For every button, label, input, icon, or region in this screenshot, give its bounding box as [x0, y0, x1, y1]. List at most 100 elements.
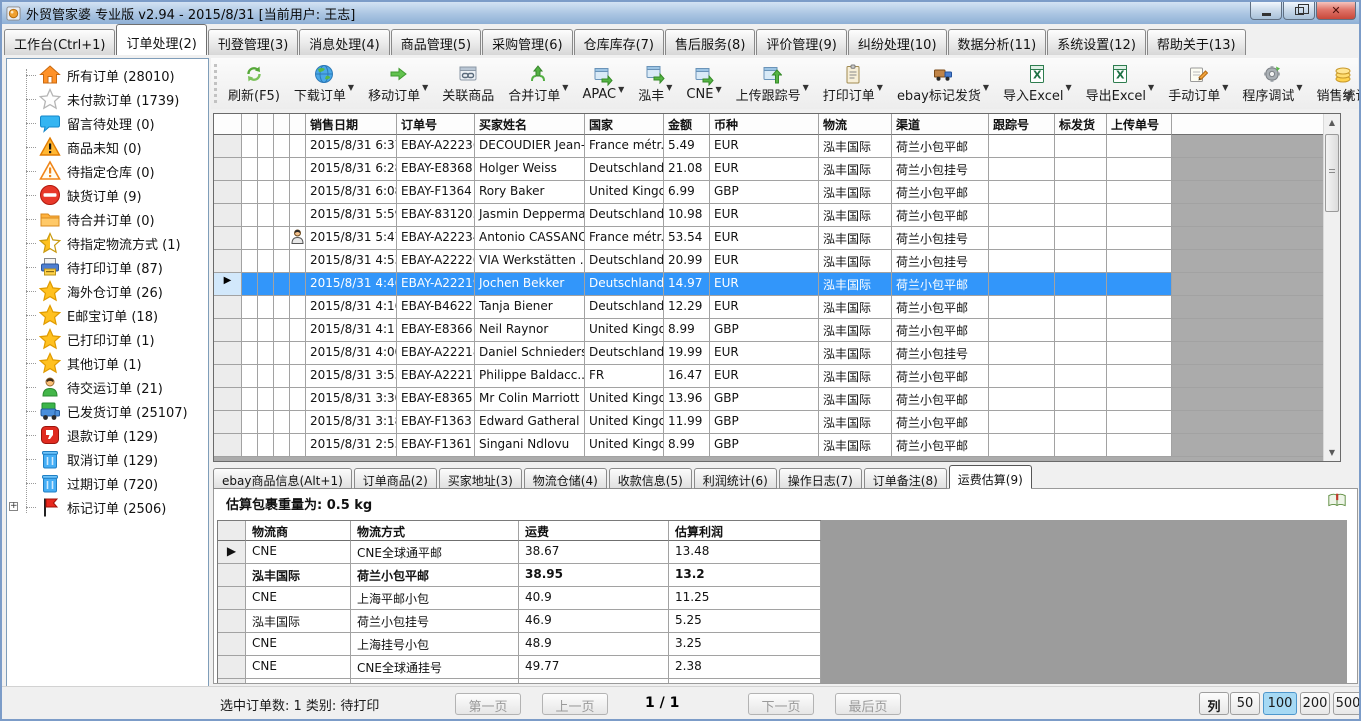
- sidebar-item[interactable]: + 标记订单 (2506): [7, 495, 208, 519]
- orders-column-header[interactable]: 上传单号: [1107, 114, 1172, 135]
- menu-tab-9[interactable]: 评价管理(9): [756, 29, 847, 55]
- toolbar-overflow-icon[interactable]: ▼: [1345, 92, 1352, 104]
- menu-tab-11[interactable]: 数据分析(11): [947, 29, 1047, 55]
- detail-tab-3[interactable]: 买家地址(3): [438, 468, 522, 489]
- column-settings-button[interactable]: 列: [1199, 692, 1229, 715]
- dropdown-arrow-icon[interactable]: ▼: [666, 83, 673, 92]
- freight-row[interactable]: 泓丰国际 荷兰小包挂号 46.9 5.25: [218, 610, 821, 633]
- dropdown-arrow-icon[interactable]: ▼: [715, 85, 722, 94]
- prev-page-button[interactable]: 上一页: [542, 693, 608, 715]
- detail-tab-1[interactable]: ebay商品信息(Alt+1): [213, 468, 352, 489]
- freight-row[interactable]: 泓丰国际 荷兰小包平邮 38.95 13.2: [218, 564, 821, 587]
- orders-column-header[interactable]: 币种: [710, 114, 819, 135]
- dropdown-arrow-icon[interactable]: ▼: [876, 83, 883, 92]
- sidebar-item[interactable]: 过期订单 (720): [7, 471, 208, 495]
- table-row[interactable]: 2015/8/31 4:11 EBAY-E8366 Neil Raynor Unite…: [214, 319, 1325, 342]
- sidebar-item[interactable]: 待合并订单 (0): [7, 207, 208, 231]
- sidebar-item[interactable]: 海外仓订单 (26): [7, 279, 208, 303]
- toolbar-button-12[interactable]: X 导入Excel ▼: [996, 61, 1079, 106]
- table-row[interactable]: 2015/8/31 6:37 EBAY-A22236 DECOUDIER Jean-…: [214, 135, 1325, 158]
- detail-tab-5[interactable]: 收款信息(5): [608, 468, 692, 489]
- freight-row[interactable]: ▶ CNE CNE全球通平邮 38.67 13.48: [218, 541, 821, 564]
- sidebar-item[interactable]: 待指定仓库 (0): [7, 159, 208, 183]
- menu-tab-4[interactable]: 消息处理(4): [299, 29, 390, 55]
- toolbar-button-2[interactable]: 下载订单 ▼: [287, 61, 361, 106]
- toolbar-button-15[interactable]: 程序调试 ▼: [1235, 61, 1309, 106]
- orders-column-header[interactable]: 金额: [664, 114, 710, 135]
- orders-column-header[interactable]: 买家姓名: [475, 114, 585, 135]
- orders-column-header[interactable]: 标发货: [1055, 114, 1107, 135]
- sidebar-item[interactable]: 缺货订单 (9): [7, 183, 208, 207]
- table-row[interactable]: 2015/8/31 4:00 EBAY-A22218 Daniel Schniede…: [214, 342, 1325, 365]
- sidebar-item[interactable]: 已发货订单 (25107): [7, 399, 208, 423]
- freight-column-header[interactable]: 估算利润: [669, 521, 821, 541]
- toolbar-button-3[interactable]: 移动订单 ▼: [361, 61, 435, 106]
- sidebar-item[interactable]: 取消订单 (129): [7, 447, 208, 471]
- orders-column-header[interactable]: 销售日期: [306, 114, 397, 135]
- table-row[interactable]: 2015/8/31 5:47 EBAY-A22234 Antonio CASSANO…: [214, 227, 1325, 250]
- page-size-button-500[interactable]: 500: [1333, 692, 1359, 715]
- vertical-scrollbar[interactable]: ▲ ▼: [1323, 114, 1340, 461]
- sidebar-item[interactable]: 未付款订单 (1739): [7, 87, 208, 111]
- freight-row[interactable]: CNE CNE全球通挂号 49.77 2.38: [218, 656, 821, 679]
- sidebar-item[interactable]: 退款订单 (129): [7, 423, 208, 447]
- book-icon[interactable]: [1327, 491, 1347, 515]
- sidebar-item[interactable]: 其他订单 (1): [7, 351, 208, 375]
- menu-tab-8[interactable]: 售后服务(8): [664, 29, 756, 55]
- close-icon[interactable]: ✕: [1316, 2, 1356, 20]
- menu-tab-2[interactable]: 订单处理(2): [116, 24, 207, 55]
- sidebar-item[interactable]: 待指定物流方式 (1): [7, 231, 208, 255]
- detail-tab-4[interactable]: 物流仓储(4): [523, 468, 607, 489]
- toolbar-button-6[interactable]: APAC ▼: [575, 63, 631, 104]
- toolbar-button-9[interactable]: 上传跟踪号 ▼: [729, 61, 816, 106]
- sidebar-item[interactable]: 待交运订单 (21): [7, 375, 208, 399]
- table-row[interactable]: 2015/8/31 4:16 EBAY-B4622 Tanja Biener Deut…: [214, 296, 1325, 319]
- toolbar-button-7[interactable]: 泓丰 ▼: [631, 61, 679, 106]
- dropdown-arrow-icon[interactable]: ▼: [347, 83, 355, 92]
- freight-column-header[interactable]: 物流方式: [351, 521, 519, 541]
- menu-tab-7[interactable]: 仓库库存(7): [573, 29, 664, 55]
- menu-tab-5[interactable]: 商品管理(5): [390, 29, 482, 55]
- toolbar-button-10[interactable]: 打印订单 ▼: [816, 61, 890, 106]
- menu-tab-10[interactable]: 纠纷处理(10): [847, 29, 947, 55]
- minimize-icon[interactable]: [1250, 2, 1282, 20]
- table-row[interactable]: 2015/8/31 2:55 EBAY-F1361 Singani Ndlovu Un…: [214, 434, 1325, 457]
- table-row[interactable]: 2015/8/31 3:53 EBAY-A22217 Philippe Baldac…: [214, 365, 1325, 388]
- table-row[interactable]: 2015/8/31 4:53 EBAY-A22220 VIA Werkstätten…: [214, 250, 1325, 273]
- dropdown-arrow-icon[interactable]: ▼: [1148, 83, 1155, 92]
- sidebar-item[interactable]: 已打印订单 (1): [7, 327, 208, 351]
- orders-column-header[interactable]: 订单号: [397, 114, 475, 135]
- first-page-button[interactable]: 第一页: [455, 693, 521, 715]
- detail-tab-2[interactable]: 订单商品(2): [353, 468, 437, 489]
- detail-tab-8[interactable]: 订单备注(8): [863, 468, 947, 489]
- restore-icon[interactable]: [1283, 2, 1315, 20]
- page-size-button-200[interactable]: 200: [1300, 692, 1330, 715]
- toolbar-button-11[interactable]: ebay标记发货 ▼: [890, 61, 996, 106]
- dropdown-arrow-icon[interactable]: ▼: [562, 83, 569, 92]
- dropdown-arrow-icon[interactable]: ▼: [982, 83, 990, 92]
- freight-row[interactable]: CNE 上海平邮小包 40.9 11.25: [218, 587, 821, 610]
- menu-tab-3[interactable]: 刊登管理(3): [207, 29, 299, 55]
- scrollbar-thumb[interactable]: [1325, 134, 1339, 212]
- toolbar-button-8[interactable]: CNE ▼: [679, 63, 728, 104]
- toolbar-button-13[interactable]: X 导出Excel ▼: [1079, 61, 1162, 106]
- orders-column-header[interactable]: 物流: [819, 114, 892, 135]
- dropdown-arrow-icon[interactable]: ▼: [1296, 83, 1303, 92]
- freight-column-header[interactable]: 物流商: [246, 521, 351, 541]
- table-row[interactable]: 2015/8/31 6:08 EBAY-F1364 Rory Baker United…: [214, 181, 1325, 204]
- detail-tab-9[interactable]: 运费估算(9): [948, 465, 1032, 489]
- orders-column-header[interactable]: 跟踪号: [989, 114, 1055, 135]
- dropdown-arrow-icon[interactable]: ▼: [422, 83, 429, 92]
- freight-row[interactable]: CNE 上海挂号小包 48.9 3.25: [218, 633, 821, 656]
- dropdown-arrow-icon[interactable]: ▼: [1222, 83, 1229, 92]
- page-size-button-50[interactable]: 50: [1230, 692, 1260, 715]
- table-row[interactable]: 2015/8/31 6:28 EBAY-E8368 Holger Weiss Deut…: [214, 158, 1325, 181]
- menu-tab-6[interactable]: 采购管理(6): [482, 29, 573, 55]
- toolbar-button-16[interactable]: 销售统计: [1310, 61, 1359, 106]
- sidebar-item[interactable]: 待打印订单 (87): [7, 255, 208, 279]
- menu-tab-1[interactable]: 工作台(Ctrl+1): [4, 29, 116, 55]
- sidebar-item[interactable]: 所有订单 (28010): [7, 63, 208, 87]
- menu-tab-12[interactable]: 系统设置(12): [1047, 29, 1146, 55]
- orders-column-header[interactable]: 渠道: [892, 114, 989, 135]
- menu-tab-13[interactable]: 帮助关于(13): [1146, 29, 1246, 55]
